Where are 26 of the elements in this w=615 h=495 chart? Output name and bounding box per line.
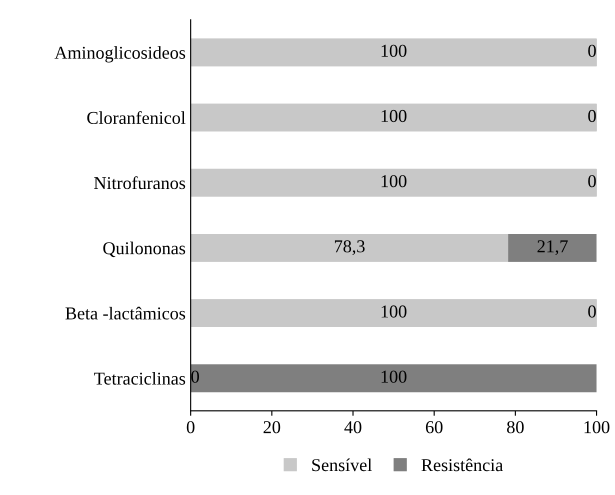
x-tick-label: 0 bbox=[186, 421, 194, 434]
legend-label: Resistência bbox=[422, 458, 503, 472]
data-label: 100 bbox=[382, 110, 406, 122]
y-tick-label: Beta -lactâmicos bbox=[65, 306, 186, 320]
data-label: 0 bbox=[588, 44, 596, 57]
y-tick-label: Cloranfenicol bbox=[87, 111, 186, 124]
data-label: 100 bbox=[382, 370, 406, 383]
x-tick-label: 40 bbox=[344, 421, 362, 434]
data-label: 0 bbox=[588, 175, 596, 188]
x-tick-label: 60 bbox=[426, 421, 443, 434]
y-tick-label: Nitrofuranos bbox=[94, 176, 186, 190]
data-label: 0 bbox=[191, 370, 199, 383]
x-tick-label: 100 bbox=[584, 421, 610, 434]
y-tick-label: Tetraciclinas bbox=[94, 372, 186, 385]
legend-label: Sensível bbox=[312, 458, 372, 472]
data-label: 100 bbox=[382, 305, 406, 318]
x-tick-label: 80 bbox=[507, 421, 524, 434]
data-label: 21,7 bbox=[538, 240, 568, 256]
data-label: 0 bbox=[588, 110, 596, 122]
y-tick-label: Aminoglicosideos bbox=[54, 46, 186, 63]
data-label: 100 bbox=[382, 44, 406, 57]
x-tick-label: 20 bbox=[264, 421, 280, 434]
data-label: 78,3 bbox=[334, 240, 365, 256]
data-label: 0 bbox=[588, 305, 596, 318]
data-label: 100 bbox=[382, 175, 406, 188]
y-tick-label: Quilononas bbox=[103, 242, 186, 258]
